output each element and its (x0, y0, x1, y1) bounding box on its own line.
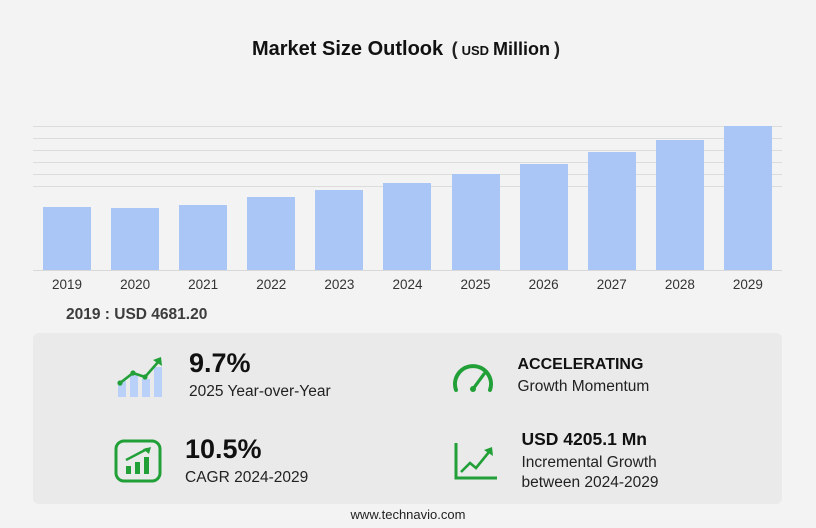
step-growth-arrow-icon (450, 439, 500, 483)
bar-chart-rising-arrow-icon (113, 353, 167, 399)
title-unit: Million (493, 39, 551, 59)
title-currency: USD (461, 43, 490, 58)
x-axis-label-2026: 2026 (528, 277, 559, 292)
x-axis-label-2025: 2025 (460, 277, 491, 292)
incremental-label-line1: Incremental Growth (521, 454, 657, 472)
x-axis-label-2021: 2021 (188, 277, 219, 292)
bar-series (33, 122, 782, 270)
x-axis-label-2027: 2027 (596, 277, 627, 292)
stat-momentum: ACCELERATING Growth Momentum (408, 333, 783, 419)
chart-title: Market Size Outlook (USD Million) (0, 38, 816, 61)
market-size-bar-chart (33, 122, 782, 271)
gridline (33, 162, 782, 163)
bar-2025 (451, 174, 500, 270)
title-paren-open: ( (451, 39, 458, 59)
bar-2020 (111, 208, 160, 270)
momentum-title: ACCELERATING (517, 355, 644, 373)
yoy-label: 2025 Year-over-Year (189, 383, 331, 401)
x-axis-labels: 2019 2020 2021 2022 2023 2024 2025 2026 2027 2028… (33, 277, 782, 292)
x-axis-label-2023: 2023 (324, 277, 355, 292)
stat-momentum-text: ACCELERATING Growth Momentum (518, 355, 650, 397)
cagr-label: CAGR 2024-2029 (185, 468, 309, 486)
incremental-label-line2: between 2024-2029 (521, 474, 659, 492)
bar-2028 (655, 140, 704, 270)
incremental-value: USD 4205.1 Mn (521, 429, 647, 450)
bar-2024 (383, 183, 432, 270)
x-axis-label-2024: 2024 (392, 277, 423, 292)
bar-2029 (723, 126, 772, 270)
gridline (33, 150, 782, 151)
momentum-label: Growth Momentum (517, 377, 650, 395)
title-paren-close: ) (554, 39, 561, 59)
base-year-value: 2019 : USD 4681.20 (66, 306, 208, 323)
bar-2023 (315, 190, 364, 270)
stats-panel: 9.7% 2025 Year-over-Year ACCELERATING Gr… (33, 333, 782, 504)
gridline (33, 138, 782, 139)
x-axis-label-2019: 2019 (51, 277, 83, 292)
gridline (33, 174, 782, 175)
cagr-value: 10.5% (185, 433, 262, 464)
title-main: Market Size Outlook (251, 38, 444, 60)
gridline (33, 126, 782, 127)
framed-bar-chart-arrow-icon (113, 438, 163, 484)
stat-yoy-text: 9.7% 2025 Year-over-Year (189, 349, 331, 402)
bar-2026 (519, 164, 568, 270)
stat-incremental: USD 4205.1 Mn Incremental Growth between… (408, 419, 783, 505)
stat-cagr-text: 10.5% CAGR 2024-2029 (185, 433, 309, 488)
x-axis-label-2022: 2022 (256, 277, 287, 292)
x-axis-label-2029: 2029 (732, 277, 763, 292)
stat-yoy: 9.7% 2025 Year-over-Year (33, 333, 408, 419)
yoy-value: 9.7% (189, 348, 251, 379)
website-url: www.technavio.com (350, 507, 466, 522)
bar-2021 (179, 205, 228, 270)
stat-incremental-text: USD 4205.1 Mn Incremental Growth between… (522, 429, 659, 493)
bar-2027 (587, 152, 636, 270)
bar-2022 (247, 197, 296, 270)
x-axis-label-2028: 2028 (664, 277, 695, 292)
stat-cagr: 10.5% CAGR 2024-2029 (33, 419, 408, 505)
x-axis-label-2020: 2020 (120, 277, 151, 292)
speedometer-icon (450, 356, 496, 396)
bar-2019 (43, 207, 91, 270)
